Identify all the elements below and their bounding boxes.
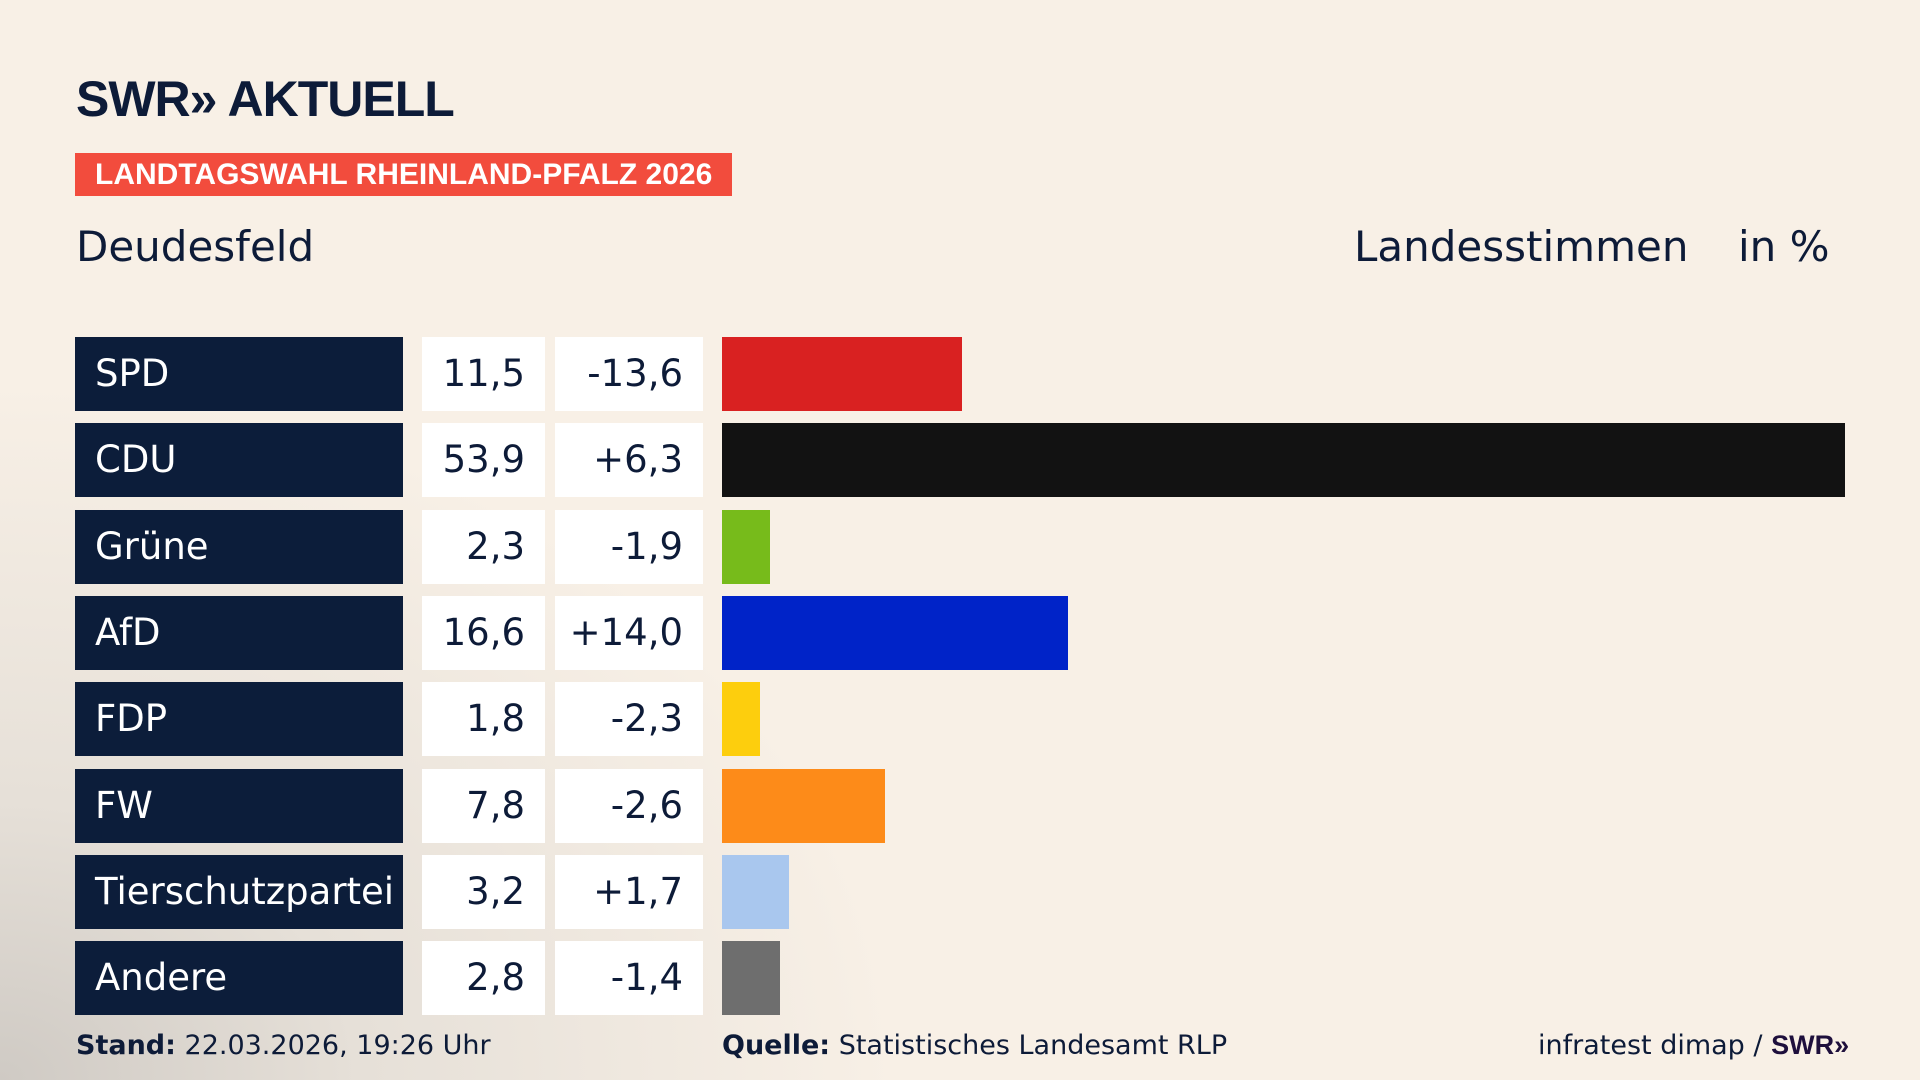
stand-value: 22.03.2026, 19:26 Uhr: [184, 1030, 491, 1061]
vote-change: -1,4: [555, 941, 703, 1016]
vote-change: -2,3: [555, 682, 703, 757]
party-label: Tierschutzpartei: [75, 854, 403, 929]
result-bar: [722, 941, 781, 1016]
vote-change: -13,6: [555, 337, 703, 411]
result-bar: [722, 854, 789, 929]
vote-change: +6,3: [555, 423, 703, 498]
vote-share: 7,8: [422, 768, 545, 843]
source: Quelle: Statistisches Landesamt RLP: [722, 1030, 1227, 1061]
credit-text: infratest dimap /: [1538, 1030, 1763, 1061]
vote-type-label: Landesstimmen: [1354, 222, 1689, 271]
timestamp: Stand: 22.03.2026, 19:26 Uhr: [76, 1030, 491, 1061]
result-row: Grüne 2,3 -1,9: [0, 509, 1920, 584]
source-value: Statistisches Landesamt RLP: [838, 1030, 1228, 1061]
party-label: Andere: [75, 941, 403, 1016]
result-row: Andere 2,8 -1,4: [0, 941, 1920, 1016]
result-bar: [722, 595, 1068, 670]
vote-change: +14,0: [555, 595, 703, 670]
result-row: AfD 16,6 +14,0: [0, 595, 1920, 670]
result-row: CDU 53,9 +6,3: [0, 423, 1920, 498]
vote-change: -2,6: [555, 768, 703, 843]
result-row: FW 7,8 -2,6: [0, 768, 1920, 843]
result-bar: [722, 509, 770, 584]
result-bar: [722, 337, 962, 411]
party-label: Grüne: [75, 509, 403, 584]
party-label: SPD: [75, 337, 403, 411]
vote-share: 1,8: [422, 682, 545, 757]
party-label: AfD: [75, 595, 403, 670]
election-banner: LANDTAGSWAHL RHEINLAND-PFALZ 2026: [75, 153, 733, 196]
party-label: CDU: [75, 423, 403, 498]
result-bar: [722, 423, 1845, 498]
result-bar: [722, 682, 760, 757]
party-label: FDP: [75, 682, 403, 757]
result-row: FDP 1,8 -2,3: [0, 682, 1920, 757]
vote-change: +1,7: [555, 854, 703, 929]
result-bar: [722, 768, 885, 843]
vote-share: 16,6: [422, 595, 545, 670]
result-row: SPD 11,5 -13,6: [0, 337, 1920, 411]
vote-change: -1,9: [555, 509, 703, 584]
vote-share: 2,3: [422, 509, 545, 584]
result-row: Tierschutzpartei 3,2 +1,7: [0, 854, 1920, 929]
vote-share: 2,8: [422, 941, 545, 1016]
region-title: Deudesfeld: [76, 222, 315, 271]
unit-label: in %: [1738, 222, 1830, 271]
vote-share: 11,5: [422, 337, 545, 411]
vote-share: 53,9: [422, 423, 545, 498]
vote-share: 3,2: [422, 854, 545, 929]
source-label: Quelle:: [722, 1030, 831, 1061]
swr-logo: SWR»: [1771, 1030, 1850, 1060]
party-label: FW: [75, 768, 403, 843]
stand-label: Stand:: [76, 1030, 176, 1061]
swr-aktuell-logo: SWR» AKTUELL: [76, 71, 455, 127]
credit: infratest dimap / SWR»: [1538, 1030, 1849, 1061]
